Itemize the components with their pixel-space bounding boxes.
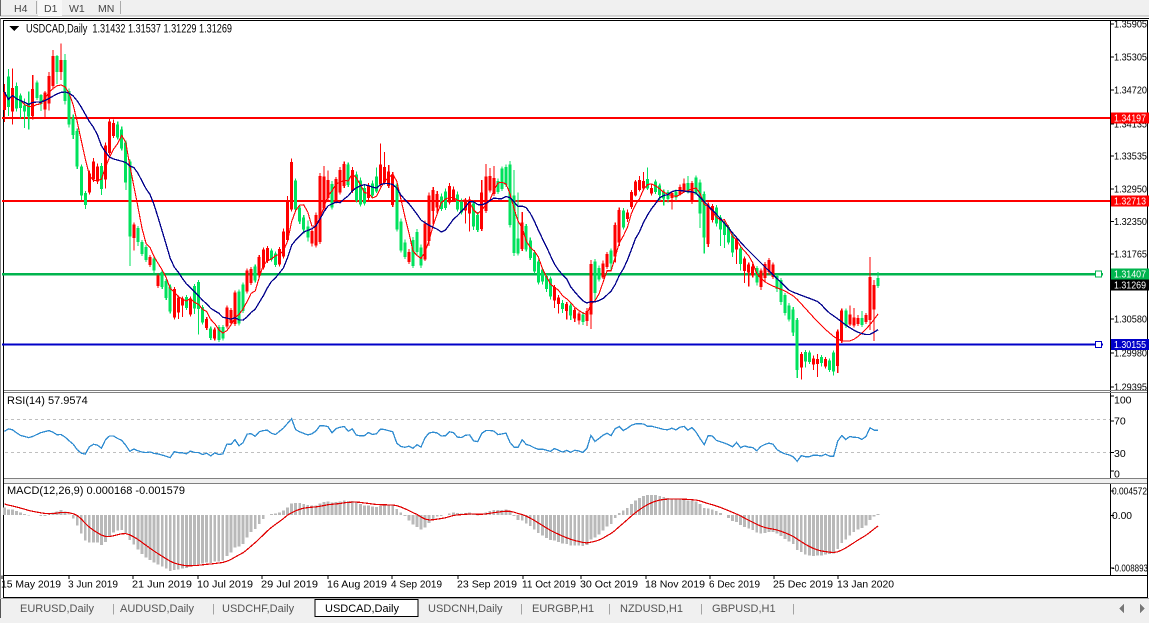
svg-text:W1: W1 [69, 3, 85, 15]
svg-text:15 May 2019: 15 May 2019 [1, 579, 61, 591]
svg-text:1.31407: 1.31407 [1114, 269, 1146, 281]
svg-text:21 Jun 2019: 21 Jun 2019 [132, 579, 192, 591]
svg-text:MACD(12,26,9) 0.000168 -0.0015: MACD(12,26,9) 0.000168 -0.001579 [7, 485, 185, 497]
svg-text:18 Nov 2019: 18 Nov 2019 [645, 579, 705, 591]
svg-text:16 Aug 2019: 16 Aug 2019 [327, 579, 387, 591]
svg-text:|: | [520, 603, 523, 615]
svg-text:H4: H4 [14, 3, 28, 15]
svg-text:-0.008893: -0.008893 [1112, 564, 1148, 575]
svg-text:10 Jul 2019: 10 Jul 2019 [197, 579, 253, 591]
svg-text:|: | [792, 603, 795, 615]
svg-text:EURGBP,H1: EURGBP,H1 [532, 603, 594, 615]
svg-text:1.33535: 1.33535 [1114, 151, 1147, 163]
svg-text:1.31269: 1.31269 [1114, 280, 1146, 292]
svg-text:USDCNH,Daily: USDCNH,Daily [428, 603, 503, 615]
svg-text:1.35905: 1.35905 [1114, 19, 1147, 31]
svg-text:USDCAD,Daily 1.31432 1.31537: USDCAD,Daily 1.31432 1.31537 1.31229 1.3… [26, 24, 232, 36]
svg-text:|: | [212, 603, 215, 615]
svg-text:1.34197: 1.34197 [1114, 113, 1146, 125]
svg-text:|: | [608, 603, 611, 615]
svg-text:USDCHF,Daily: USDCHF,Daily [222, 603, 295, 615]
svg-text:11 Oct 2019: 11 Oct 2019 [522, 579, 576, 591]
svg-text:|: | [112, 603, 115, 615]
svg-text:1.29980: 1.29980 [1114, 348, 1147, 360]
svg-text:30: 30 [1114, 448, 1126, 460]
svg-text:30 Oct 2019: 30 Oct 2019 [580, 579, 638, 591]
svg-text:100: 100 [1114, 395, 1132, 407]
svg-text:0.004572: 0.004572 [1112, 487, 1147, 498]
svg-text:MN: MN [98, 3, 114, 15]
svg-text:1.29395: 1.29395 [1114, 382, 1147, 394]
svg-text:D1: D1 [44, 3, 58, 15]
svg-text:29 Jul 2019: 29 Jul 2019 [261, 579, 318, 591]
svg-text:70: 70 [1114, 416, 1126, 428]
svg-text:1.32950: 1.32950 [1114, 184, 1147, 196]
svg-text:3 Jun 2019: 3 Jun 2019 [68, 579, 118, 591]
svg-text:1.32713: 1.32713 [1114, 196, 1146, 208]
svg-text:EURUSD,Daily: EURUSD,Daily [20, 603, 94, 615]
svg-text:1.31765: 1.31765 [1114, 249, 1147, 261]
svg-text:4 Sep 2019: 4 Sep 2019 [391, 579, 442, 591]
svg-text:1.35305: 1.35305 [1114, 52, 1147, 64]
svg-text:1.34720: 1.34720 [1114, 85, 1147, 97]
svg-text:NZDUSD,H1: NZDUSD,H1 [620, 603, 683, 615]
svg-text:1.30580: 1.30580 [1114, 314, 1147, 326]
svg-text:|: | [700, 603, 703, 615]
svg-text:RSI(14) 57.9574: RSI(14) 57.9574 [7, 395, 88, 407]
svg-text:25 Dec 2019: 25 Dec 2019 [773, 579, 833, 591]
svg-text:USDCAD,Daily: USDCAD,Daily [325, 603, 399, 615]
svg-text:AUDUSD,Daily: AUDUSD,Daily [120, 603, 194, 615]
svg-text:23 Sep 2019: 23 Sep 2019 [457, 579, 517, 591]
svg-text:6 Dec 2019: 6 Dec 2019 [709, 579, 760, 591]
svg-text:1.30155: 1.30155 [1114, 339, 1146, 351]
svg-text:0.00: 0.00 [1112, 511, 1132, 522]
svg-text:13 Jan 2020: 13 Jan 2020 [837, 579, 894, 591]
svg-text:0: 0 [1114, 469, 1120, 481]
svg-text:GBPUSD,H1: GBPUSD,H1 [712, 603, 776, 615]
svg-text:1.32350: 1.32350 [1114, 216, 1147, 228]
